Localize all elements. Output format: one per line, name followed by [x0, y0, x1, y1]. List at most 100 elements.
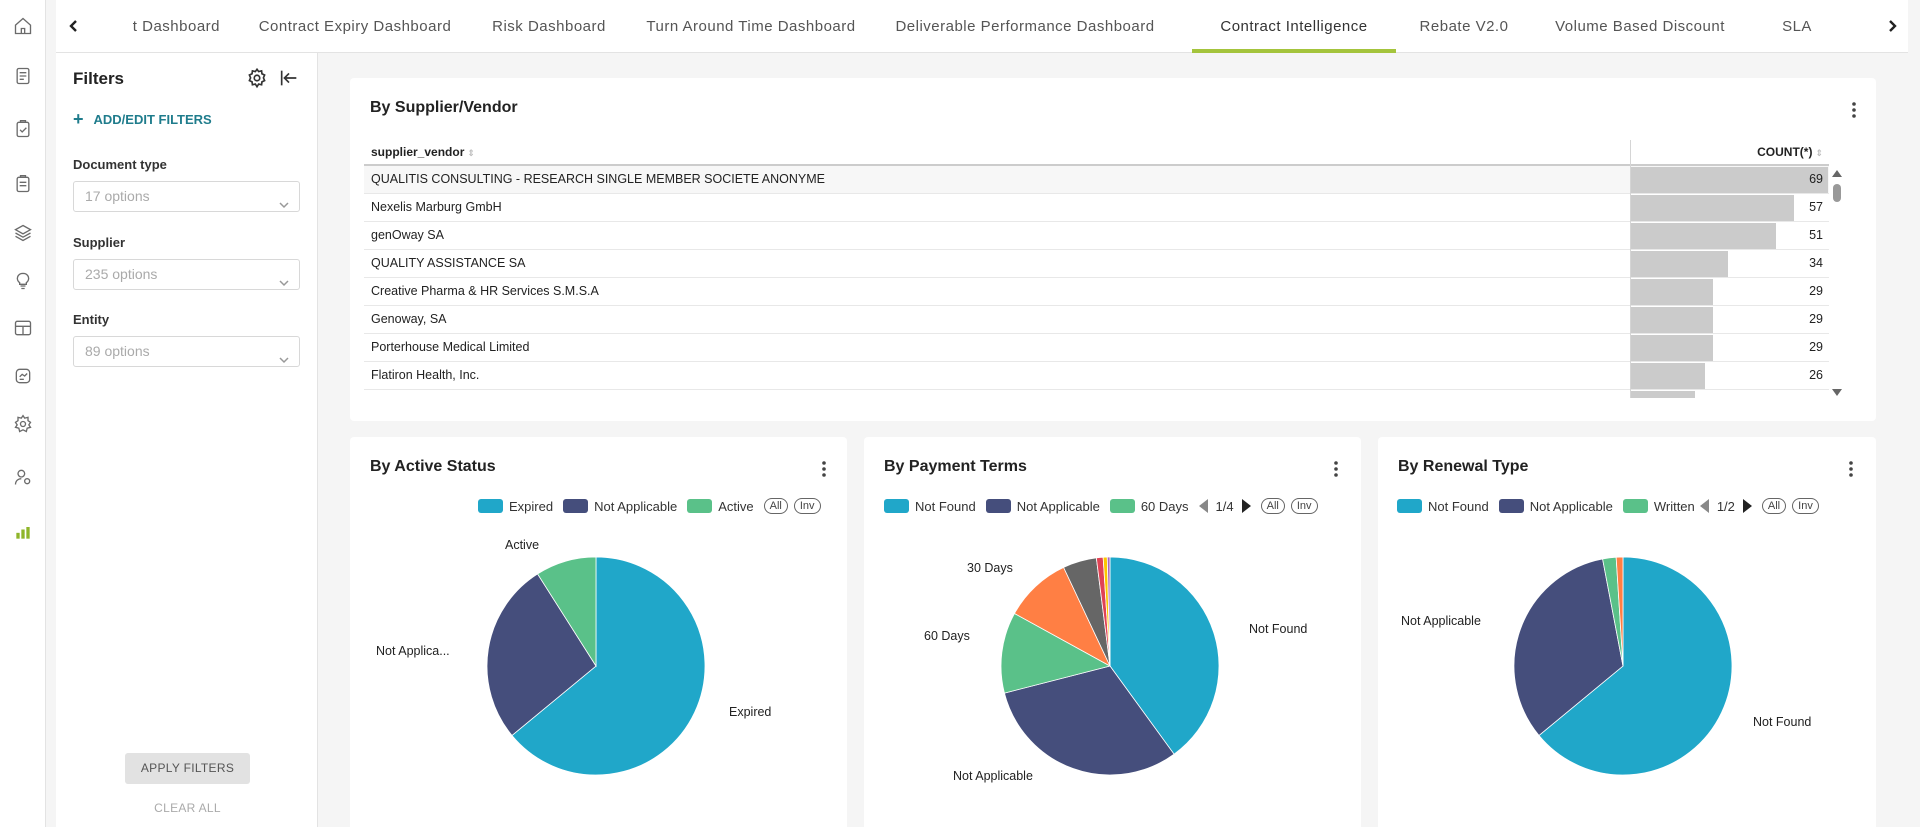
clipboard-icon[interactable] — [11, 172, 35, 196]
bar-chart-icon[interactable] — [11, 520, 35, 544]
pie-slice[interactable] — [1000, 612, 1112, 694]
count-cell: 57 — [1630, 194, 1829, 221]
pie-slice[interactable] — [1003, 665, 1175, 776]
table-row[interactable]: genOway SA 51 — [364, 222, 1829, 250]
legend-all-toggle[interactable]: All — [763, 498, 788, 514]
tab-risk[interactable]: Risk Dashboard — [492, 18, 606, 35]
legend-item-not-applicable[interactable]: Not Applicable — [1498, 499, 1613, 514]
handshake-icon[interactable] — [11, 364, 35, 388]
legend-item-expired[interactable]: Expired — [478, 499, 553, 514]
tab-deliverable-performance[interactable]: Deliverable Performance Dashboard — [895, 18, 1155, 35]
table-row[interactable]: Porterhouse Medical Limited 29 — [364, 334, 1829, 362]
pie-slice[interactable] — [486, 573, 597, 737]
legend-label: Not Found — [915, 498, 976, 514]
pie-slice[interactable] — [1106, 556, 1111, 667]
legend-item-active[interactable]: Active — [687, 499, 754, 514]
payment-terms-pie[interactable] — [1000, 556, 1220, 776]
document-type-placeholder: 17 options — [85, 188, 150, 204]
legend-item-not-found[interactable]: Not Found — [1397, 499, 1489, 514]
documents-icon[interactable] — [11, 64, 35, 88]
slice-label-not-applicable: Not Applica... — [376, 644, 450, 658]
table-scrollbar[interactable] — [1832, 170, 1842, 396]
tab-turn-around-time[interactable]: Turn Around Time Dashboard — [646, 18, 856, 35]
entity-select[interactable]: 89 options — [73, 336, 300, 367]
collapse-panel-icon[interactable] — [278, 67, 302, 91]
scroll-down-icon[interactable] — [1832, 389, 1842, 396]
legend-next-icon[interactable] — [1241, 499, 1251, 513]
tab-volume-based-discount[interactable]: Volume Based Discount — [1555, 18, 1725, 35]
active-status-pie[interactable] — [486, 556, 706, 776]
tab-sla[interactable]: SLA — [1782, 18, 1812, 35]
renewal-type-pie[interactable] — [1513, 556, 1733, 776]
tab-contract-expiry[interactable]: Contract Expiry Dashboard — [258, 18, 452, 35]
legend-invert-toggle[interactable]: Inv — [793, 498, 821, 514]
more-vertical-icon[interactable] — [1328, 459, 1344, 479]
legend-item-written[interactable]: Written R — [1622, 499, 1696, 514]
settings-icon[interactable] — [11, 412, 35, 436]
supplier-name-cell: Nexelis Marburg GmbH — [371, 200, 502, 214]
table-row[interactable]: Creative Pharma & HR Services S.M.S.A 29 — [364, 278, 1829, 306]
scroll-thumb[interactable] — [1833, 184, 1841, 202]
lightbulb-icon[interactable] — [11, 269, 35, 293]
pie-slice[interactable] — [537, 556, 597, 668]
sort-icon: ⇕ — [467, 148, 475, 158]
renewal-type-legend: Not Found Not Applicable Written R 1/2 A… — [1397, 496, 1825, 516]
legend-all-toggle[interactable]: All — [1761, 498, 1787, 514]
legend-prev-icon[interactable] — [1198, 499, 1208, 513]
table-row[interactable]: QUALITY ASSISTANCE SA 34 — [364, 250, 1829, 278]
pie-slice[interactable] — [1109, 556, 1220, 755]
legend-invert-toggle[interactable]: Inv — [1792, 498, 1819, 514]
gear-icon[interactable] — [246, 67, 270, 91]
table-row[interactable]: Genoway, SA 29 — [364, 306, 1829, 334]
count-bar — [1630, 167, 1828, 193]
supplier-vendor-title: By Supplier/Vendor — [370, 99, 518, 116]
user-settings-icon[interactable] — [11, 465, 35, 489]
count-cell: 51 — [1630, 222, 1829, 249]
table-row[interactable]: QUALITIS CONSULTING - RESEARCH SINGLE ME… — [364, 166, 1829, 194]
pie-slice[interactable] — [1513, 558, 1624, 737]
add-edit-filters-button[interactable]: + ADD/EDIT FILTERS — [73, 109, 212, 130]
pie-slice[interactable] — [1538, 556, 1733, 776]
entity-placeholder: 89 options — [85, 343, 150, 359]
apply-filters-button[interactable]: APPLY FILTERS — [125, 753, 250, 784]
legend-prev-icon[interactable] — [1699, 499, 1709, 513]
supplier-name-cell: Genoway, SA — [371, 312, 447, 326]
legend-invert-toggle[interactable]: Inv — [1290, 498, 1318, 514]
legend-all-toggle[interactable]: All — [1260, 498, 1285, 514]
layers-icon[interactable] — [11, 221, 35, 245]
legend-item-not-found[interactable]: Not Found — [884, 499, 976, 514]
more-vertical-icon[interactable] — [816, 459, 832, 479]
tabs-scroll-right-icon[interactable] — [1881, 15, 1903, 37]
legend-item-60-days[interactable]: 60 Days — [1109, 499, 1189, 514]
pie-slice[interactable] — [511, 556, 706, 776]
supplier-select[interactable]: 235 options — [73, 259, 300, 290]
home-icon[interactable] — [11, 14, 35, 38]
table-row[interactable]: Nexelis Marburg GmbH 57 — [364, 194, 1829, 222]
count-bar — [1630, 279, 1714, 305]
tab-contract-intelligence[interactable]: Contract Intelligence — [1192, 0, 1396, 53]
filters-panel: Filters + ADD/EDIT FILTERS Document type… — [56, 53, 318, 827]
dashboard-layout-icon[interactable] — [11, 316, 35, 340]
slice-label-active: Active — [505, 538, 540, 552]
tab-item[interactable]: t Dashboard — [132, 18, 220, 35]
legend-item-not-applicable[interactable]: Not Applicable — [985, 499, 1100, 514]
count-value: 69 — [1809, 172, 1823, 186]
column-header-count[interactable]: COUNT(*) ⇕ — [1631, 140, 1829, 166]
document-type-select[interactable]: 17 options — [73, 181, 300, 212]
tabs-scroll-left-icon[interactable] — [63, 15, 85, 37]
legend-item-not-applicable[interactable]: Not Applicable — [563, 499, 677, 514]
count-bar — [1630, 251, 1728, 277]
payment-terms-legend: Not Found Not Applicable 60 Days 1/4 All… — [884, 496, 1324, 516]
column-header-supplier-vendor[interactable]: supplier_vendor ⇕ — [364, 140, 1630, 166]
more-vertical-icon[interactable] — [1846, 100, 1862, 120]
table-row[interactable]: Flatiron Health, Inc. 26 — [364, 362, 1829, 390]
legend-next-icon[interactable] — [1742, 499, 1752, 513]
more-vertical-icon[interactable] — [1843, 459, 1859, 479]
clipboard-check-icon[interactable] — [11, 117, 35, 141]
pie-slice[interactable] — [1615, 556, 1624, 667]
legend-label: Not Found — [1428, 498, 1489, 514]
scroll-up-icon[interactable] — [1832, 170, 1842, 177]
clear-all-button[interactable]: CLEAR ALL — [154, 801, 221, 815]
tab-rebate[interactable]: Rebate V2.0 — [1419, 18, 1509, 35]
